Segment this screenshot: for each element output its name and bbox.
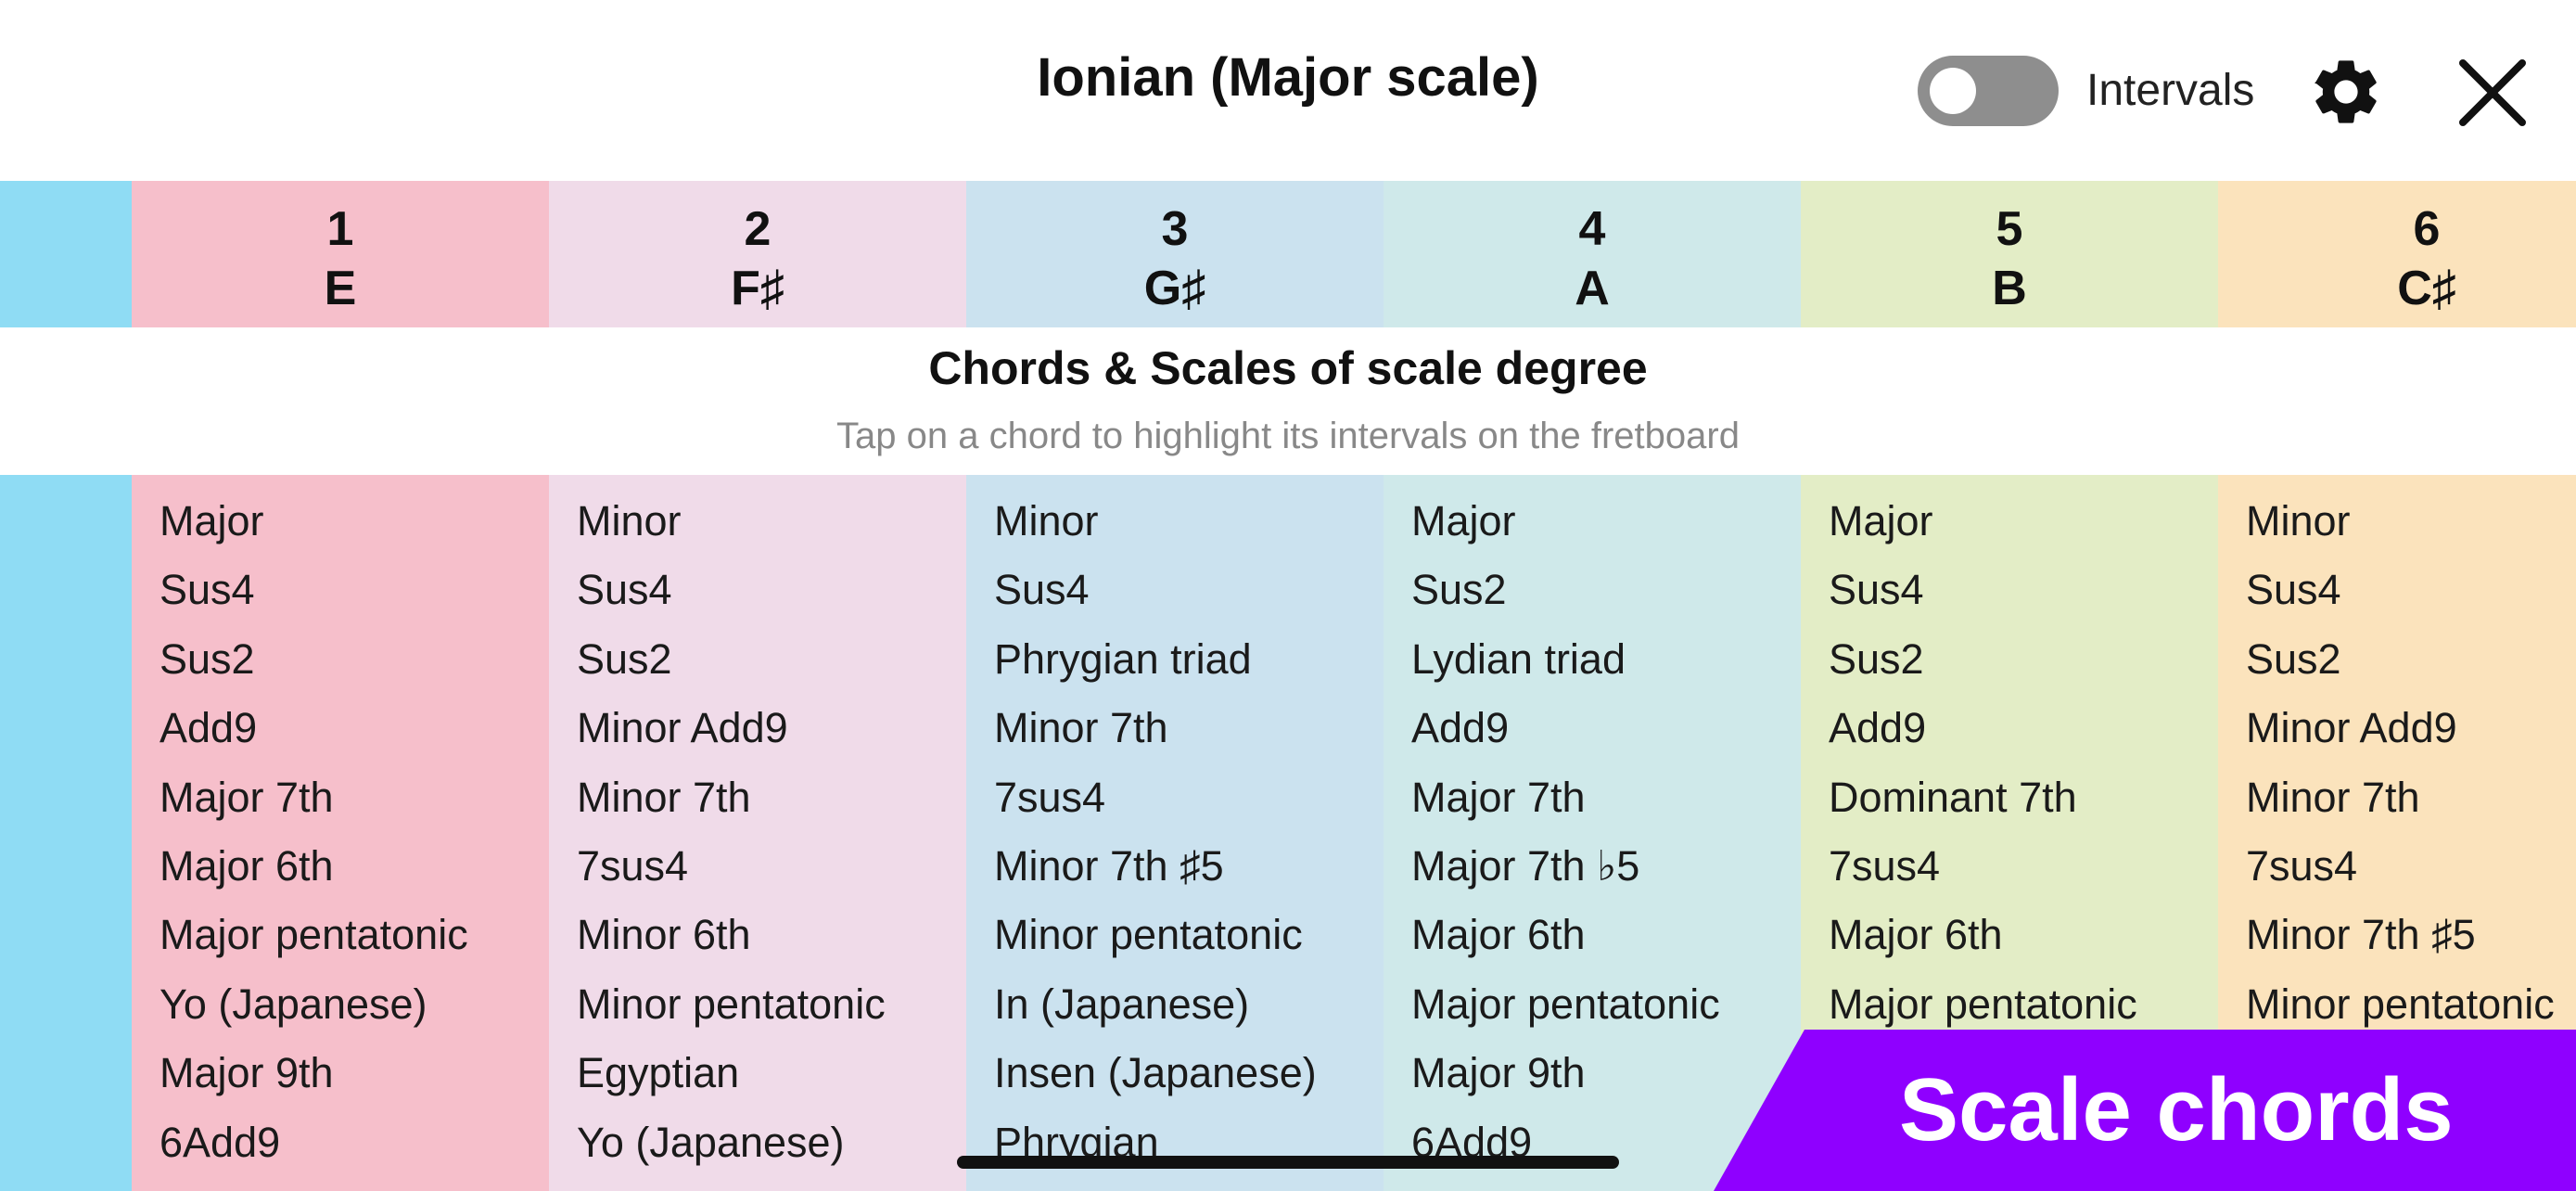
chord-item[interactable]: Major xyxy=(159,497,264,544)
chord-column-2: Minor Sus4 Sus2 Minor Add9 Minor 7th 7su… xyxy=(549,475,966,1191)
chord-item[interactable]: Major 6th xyxy=(1411,911,1586,959)
degree-note: A xyxy=(1575,262,1610,315)
chord-item[interactable]: Minor xyxy=(994,497,1099,544)
chord-item[interactable]: Major 6th xyxy=(159,841,334,890)
chord-item[interactable]: In (Japanese) xyxy=(994,980,1250,1028)
degree-number: 3 xyxy=(1161,202,1189,256)
degree-number: 4 xyxy=(1578,202,1606,256)
chord-item[interactable]: Major xyxy=(1411,497,1516,544)
degree-note: F♯ xyxy=(731,262,784,315)
section-subtitle: Tap on a chord to highlight its interval… xyxy=(836,416,1740,456)
chord-item[interactable]: Add9 xyxy=(1411,704,1510,752)
chord-item[interactable]: 7sus4 xyxy=(2246,841,2358,890)
chord-item[interactable]: Minor pentatonic xyxy=(994,911,1303,959)
chord-item[interactable]: Minor pentatonic xyxy=(577,980,886,1028)
chord-item[interactable]: Minor Add9 xyxy=(2246,704,2457,752)
chord-item[interactable]: 6Add9 xyxy=(159,1118,281,1166)
degree-header-1[interactable]: 1 E xyxy=(132,181,549,327)
page-title: Ionian (Major scale) xyxy=(1037,47,1539,108)
chord-item[interactable]: Minor 7th xyxy=(577,773,751,821)
degree-note: C♯ xyxy=(2397,262,2456,315)
chord-item[interactable]: Minor 7th ♯5 xyxy=(994,841,1224,890)
chord-item[interactable]: Major 11th xyxy=(132,1177,549,1191)
degree-note: E xyxy=(324,262,357,315)
chord-item[interactable]: Sus2 xyxy=(159,634,255,683)
chord-item[interactable]: Minor 6th xyxy=(577,911,751,959)
degree-header-6[interactable]: 6 C♯ xyxy=(2218,181,2576,327)
chord-item[interactable]: Sus2 xyxy=(1411,566,1507,614)
chord-item[interactable]: Egyptian xyxy=(577,1049,740,1097)
chord-item[interactable]: Minor 7th ♯5 xyxy=(2246,911,2476,959)
chord-item[interactable]: Major 9th xyxy=(1411,1049,1586,1097)
chord-column-4: Major Sus2 Lydian triad Add9 Major 7th M… xyxy=(1384,475,1801,1191)
chord-item[interactable]: Lydian xyxy=(1384,1177,1801,1191)
toggle-knob xyxy=(1930,68,1976,114)
chord-item[interactable]: Major 7th xyxy=(1411,773,1586,821)
chord-item[interactable]: Insen (Japanese) xyxy=(994,1049,1317,1097)
chord-item[interactable]: Minor 7th xyxy=(2246,773,2420,821)
chord-item[interactable]: Dominant 7th xyxy=(1829,773,2077,821)
home-indicator[interactable] xyxy=(957,1156,1619,1169)
chord-item[interactable]: Phrygian triad xyxy=(994,634,1252,683)
chord-item[interactable]: 7sus4 xyxy=(1829,841,1941,890)
chord-item[interactable]: Sus2 xyxy=(1829,634,1924,683)
degree-number: 5 xyxy=(1996,202,2023,256)
intervals-label: Intervals xyxy=(2086,66,2255,115)
degree-header-4[interactable]: 4 A xyxy=(1384,181,1801,327)
left-strip xyxy=(0,475,132,1191)
chord-column-3: Minor Sus4 Phrygian triad Minor 7th 7sus… xyxy=(966,475,1384,1191)
chord-item[interactable]: Sus4 xyxy=(994,566,1090,614)
section-title: Chords & Scales of scale degree xyxy=(928,342,1648,394)
scale-chords-banner[interactable]: Scale chords xyxy=(1714,1030,2576,1191)
chord-item[interactable]: Sus4 xyxy=(577,566,672,614)
chord-item[interactable]: Lydian triad xyxy=(1411,634,1626,683)
chord-item[interactable]: Yo (Japanese) xyxy=(577,1118,845,1166)
chord-item[interactable]: Sus4 xyxy=(2246,566,2341,614)
banner-label: Scale chords xyxy=(1899,1060,2454,1159)
chord-column-1: Major Sus4 Sus2 Add9 Major 7th Major 6th… xyxy=(132,475,549,1191)
chord-item[interactable]: Major pentatonic xyxy=(159,911,468,959)
chord-item[interactable]: 7sus4 xyxy=(577,841,689,890)
chord-item[interactable]: Major 6th xyxy=(1829,911,2003,959)
chord-item[interactable]: Add9 xyxy=(1829,704,1927,752)
degree-number: 1 xyxy=(326,202,354,256)
chord-item[interactable]: Major xyxy=(1829,497,1933,544)
chord-item[interactable]: Sus2 xyxy=(2246,634,2341,683)
degree-header-5[interactable]: 5 B xyxy=(1801,181,2218,327)
gear-icon[interactable] xyxy=(2307,53,2385,131)
chord-item[interactable]: 7sus4 xyxy=(994,773,1106,821)
intervals-toggle[interactable] xyxy=(1918,56,2059,126)
chord-item[interactable]: Minor 9th xyxy=(549,1177,966,1191)
degree-number: 2 xyxy=(744,202,772,256)
left-strip xyxy=(0,181,132,327)
chord-item[interactable]: Sus4 xyxy=(159,566,255,614)
chord-item[interactable]: Sus2 xyxy=(577,634,672,683)
degree-note: G♯ xyxy=(1143,262,1206,315)
chord-item[interactable]: Major pentatonic xyxy=(1829,980,2137,1028)
degree-number: 6 xyxy=(2413,202,2441,256)
chord-item[interactable]: Yo (Japanese) xyxy=(159,980,427,1028)
degree-header-2[interactable]: 2 F♯ xyxy=(549,181,966,327)
chord-item[interactable]: Major pentatonic xyxy=(1411,980,1720,1028)
chord-item[interactable]: Major 7th ♭5 xyxy=(1411,841,1640,890)
chord-item[interactable]: Minor xyxy=(577,497,682,544)
chord-item[interactable]: Sus4 xyxy=(1829,566,1924,614)
chord-item[interactable]: Minor Add9 xyxy=(577,704,788,752)
chord-item[interactable]: Major 9th xyxy=(159,1049,334,1097)
close-icon[interactable] xyxy=(2455,56,2530,130)
chord-item[interactable]: Minor 7th xyxy=(994,704,1168,752)
chord-item[interactable]: Major 7th xyxy=(159,773,334,821)
degree-header-3[interactable]: 3 G♯ xyxy=(966,181,1384,327)
top-bar: Ionian (Major scale) Intervals xyxy=(0,0,2576,181)
chord-item[interactable]: Minor pentatonic xyxy=(2246,980,2555,1028)
degree-note: B xyxy=(1992,262,2027,315)
chord-item[interactable]: Add9 xyxy=(159,704,258,752)
chord-item[interactable]: Minor xyxy=(2246,497,2351,544)
